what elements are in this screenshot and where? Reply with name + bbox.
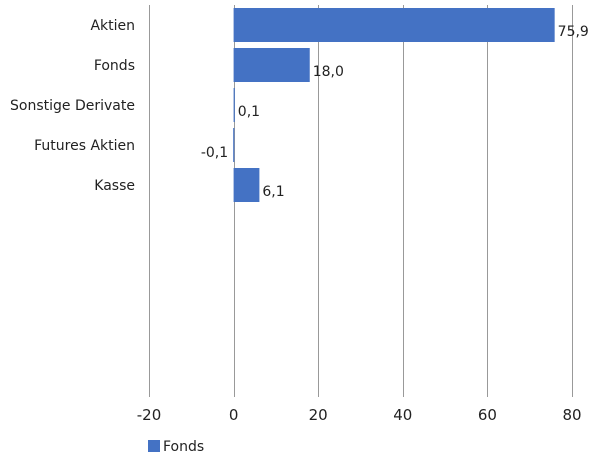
category-label: Futures Aktien [34,138,135,154]
x-tick-label: 0 [229,406,239,424]
data-label: 18,0 [313,64,344,80]
bar-kasse [233,168,260,202]
legend: Fonds [148,439,204,455]
category-label: Fonds [94,58,135,74]
gridlines [149,5,573,397]
bar-fonds [233,48,310,82]
legend-swatch-fonds [148,440,160,452]
data-label: -0,1 [201,145,228,161]
bar-futures-aktien [233,128,235,162]
bar-aktien [233,8,555,42]
x-tick-label: 80 [562,406,581,424]
x-axis-tick-labels: -20 0 20 40 60 80 [137,406,582,424]
data-labels: 75,9 18,0 0,1 -0,1 6,1 [201,24,589,200]
category-label: Sonstige Derivate [10,98,135,114]
x-tick-label: -20 [137,406,162,424]
legend-label-fonds: Fonds [163,439,204,455]
category-labels: Aktien Fonds Sonstige Derivate Futures Akti… [10,18,135,194]
x-tick-label: 20 [309,406,328,424]
category-label: Aktien [90,18,135,34]
bars [233,8,555,202]
data-label: 75,9 [558,24,589,40]
category-label: Kasse [94,178,135,194]
data-label: 0,1 [238,104,260,120]
data-label: 6,1 [262,184,284,200]
x-tick-label: 40 [393,406,412,424]
bar-sonstige-derivate [233,88,235,122]
x-tick-label: 60 [478,406,497,424]
